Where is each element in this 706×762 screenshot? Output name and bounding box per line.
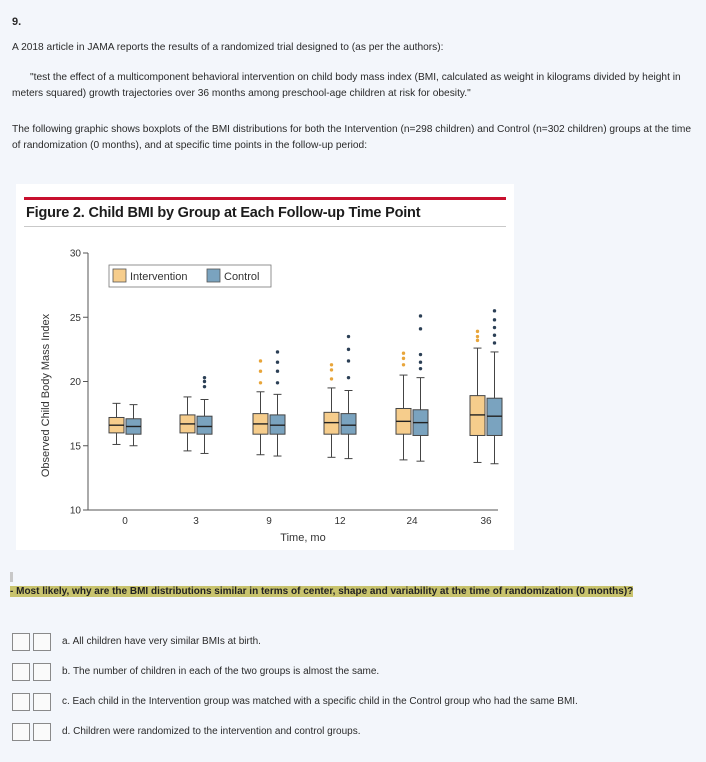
option-b-checkbox-1[interactable] [12,663,30,681]
option-d[interactable]: d. Children were randomized to the inter… [12,723,702,743]
option-b-checkbox-2[interactable] [33,663,51,681]
option-a[interactable]: a. All children have very similar BMIs a… [12,633,702,653]
control-box [340,413,357,435]
control-outlier [492,309,497,313]
control-outlier [418,314,423,318]
control-outlier [418,360,423,364]
legend-label-control: Control [224,271,259,283]
intervention-outlier [475,338,480,343]
intervention-outlier [401,356,406,361]
intervention-outlier [258,359,263,363]
intervention-outlier [475,329,480,334]
intervention-outlier [401,351,406,355]
x-axis-label: Time, mo [280,532,325,544]
option-b-label: b. The number of children in each of the… [62,666,380,677]
legend-label-intervention: Intervention [130,271,187,283]
y-tick-label: 25 [70,313,82,324]
control-outlier [275,350,280,354]
intervention-outlier [329,368,334,372]
control-outlier [202,375,207,380]
intervention-outlier [258,381,263,385]
figure-title: Figure 2. Child BMI by Group at Each Fol… [26,205,421,221]
control-outlier [492,333,497,337]
y-axis-label: Observed Child Body Mass Index [40,313,52,477]
control-outlier [346,375,351,380]
option-b[interactable]: b. The number of children in each of the… [12,663,702,683]
control-outlier [418,352,423,357]
option-d-checkbox-1[interactable] [12,723,30,741]
intervention-outlier [401,363,406,367]
intervention-outlier [475,334,480,339]
option-d-label: d. Children were randomized to the inter… [62,726,361,737]
y-tick-label: 20 [70,377,82,388]
option-c-checkbox-1[interactable] [12,693,30,711]
legend-box [108,264,272,288]
legend-swatch-control [206,268,221,283]
question-number: 9. [12,16,22,28]
option-c[interactable]: c. Each child in the Intervention group … [12,693,702,713]
control-box [196,415,213,435]
x-tick-label: 9 [266,516,272,527]
control-outlier [202,379,207,384]
control-outlier [492,341,497,345]
figure-accent-rule [24,197,506,200]
control-outlier [275,360,280,364]
option-a-checkbox-1[interactable] [12,633,30,651]
control-outlier [202,384,207,389]
bmi-boxplot-chart: 10 15 20 25 30 0 3 9 12 24 36 Time, mo Observed Chil… [40,249,503,544]
y-tick-label: 10 [70,506,82,517]
intervention-outlier [258,369,263,373]
option-c-checkbox-2[interactable] [33,693,51,711]
control-outlier [346,334,351,339]
study-quote: "test the effect of a multicomponent beh… [12,72,681,99]
x-tick-label: 3 [193,516,199,527]
legend-swatch-intervention [112,268,127,283]
option-c-label: c. Each child in the Intervention group … [62,696,578,707]
option-a-checkbox-2[interactable] [33,633,51,651]
highlight-marker [10,572,13,582]
question-prompt-text: - Most likely, why are the BMI distribut… [10,586,634,597]
figure-title-divider [24,226,506,227]
control-outlier [418,327,423,331]
y-tick-label: 30 [70,249,82,260]
x-tick-label: 36 [480,516,492,527]
graphic-description: The following graphic shows boxplots of … [12,124,691,151]
x-tick-label: 12 [334,516,346,527]
option-d-checkbox-2[interactable] [33,723,51,741]
control-outlier [418,366,423,371]
intervention-outlier [329,363,334,367]
control-outlier [492,325,497,330]
question-intro: A 2018 article in JAMA reports the resul… [12,42,444,53]
intervention-outlier [329,377,334,381]
x-tick-label: 24 [406,516,418,527]
control-outlier [275,369,280,373]
figure-panel: Figure 2. Child BMI by Group at Each Fol… [16,184,514,550]
control-outlier [346,347,351,352]
control-outlier [346,359,351,363]
control-outlier [492,318,497,322]
question-prompt: - Most likely, why are the BMI distribut… [10,584,665,600]
control-outlier [275,381,280,385]
y-tick-label: 15 [70,441,82,452]
option-a-label: a. All children have very similar BMIs a… [62,636,261,647]
x-tick-label: 0 [122,516,128,527]
